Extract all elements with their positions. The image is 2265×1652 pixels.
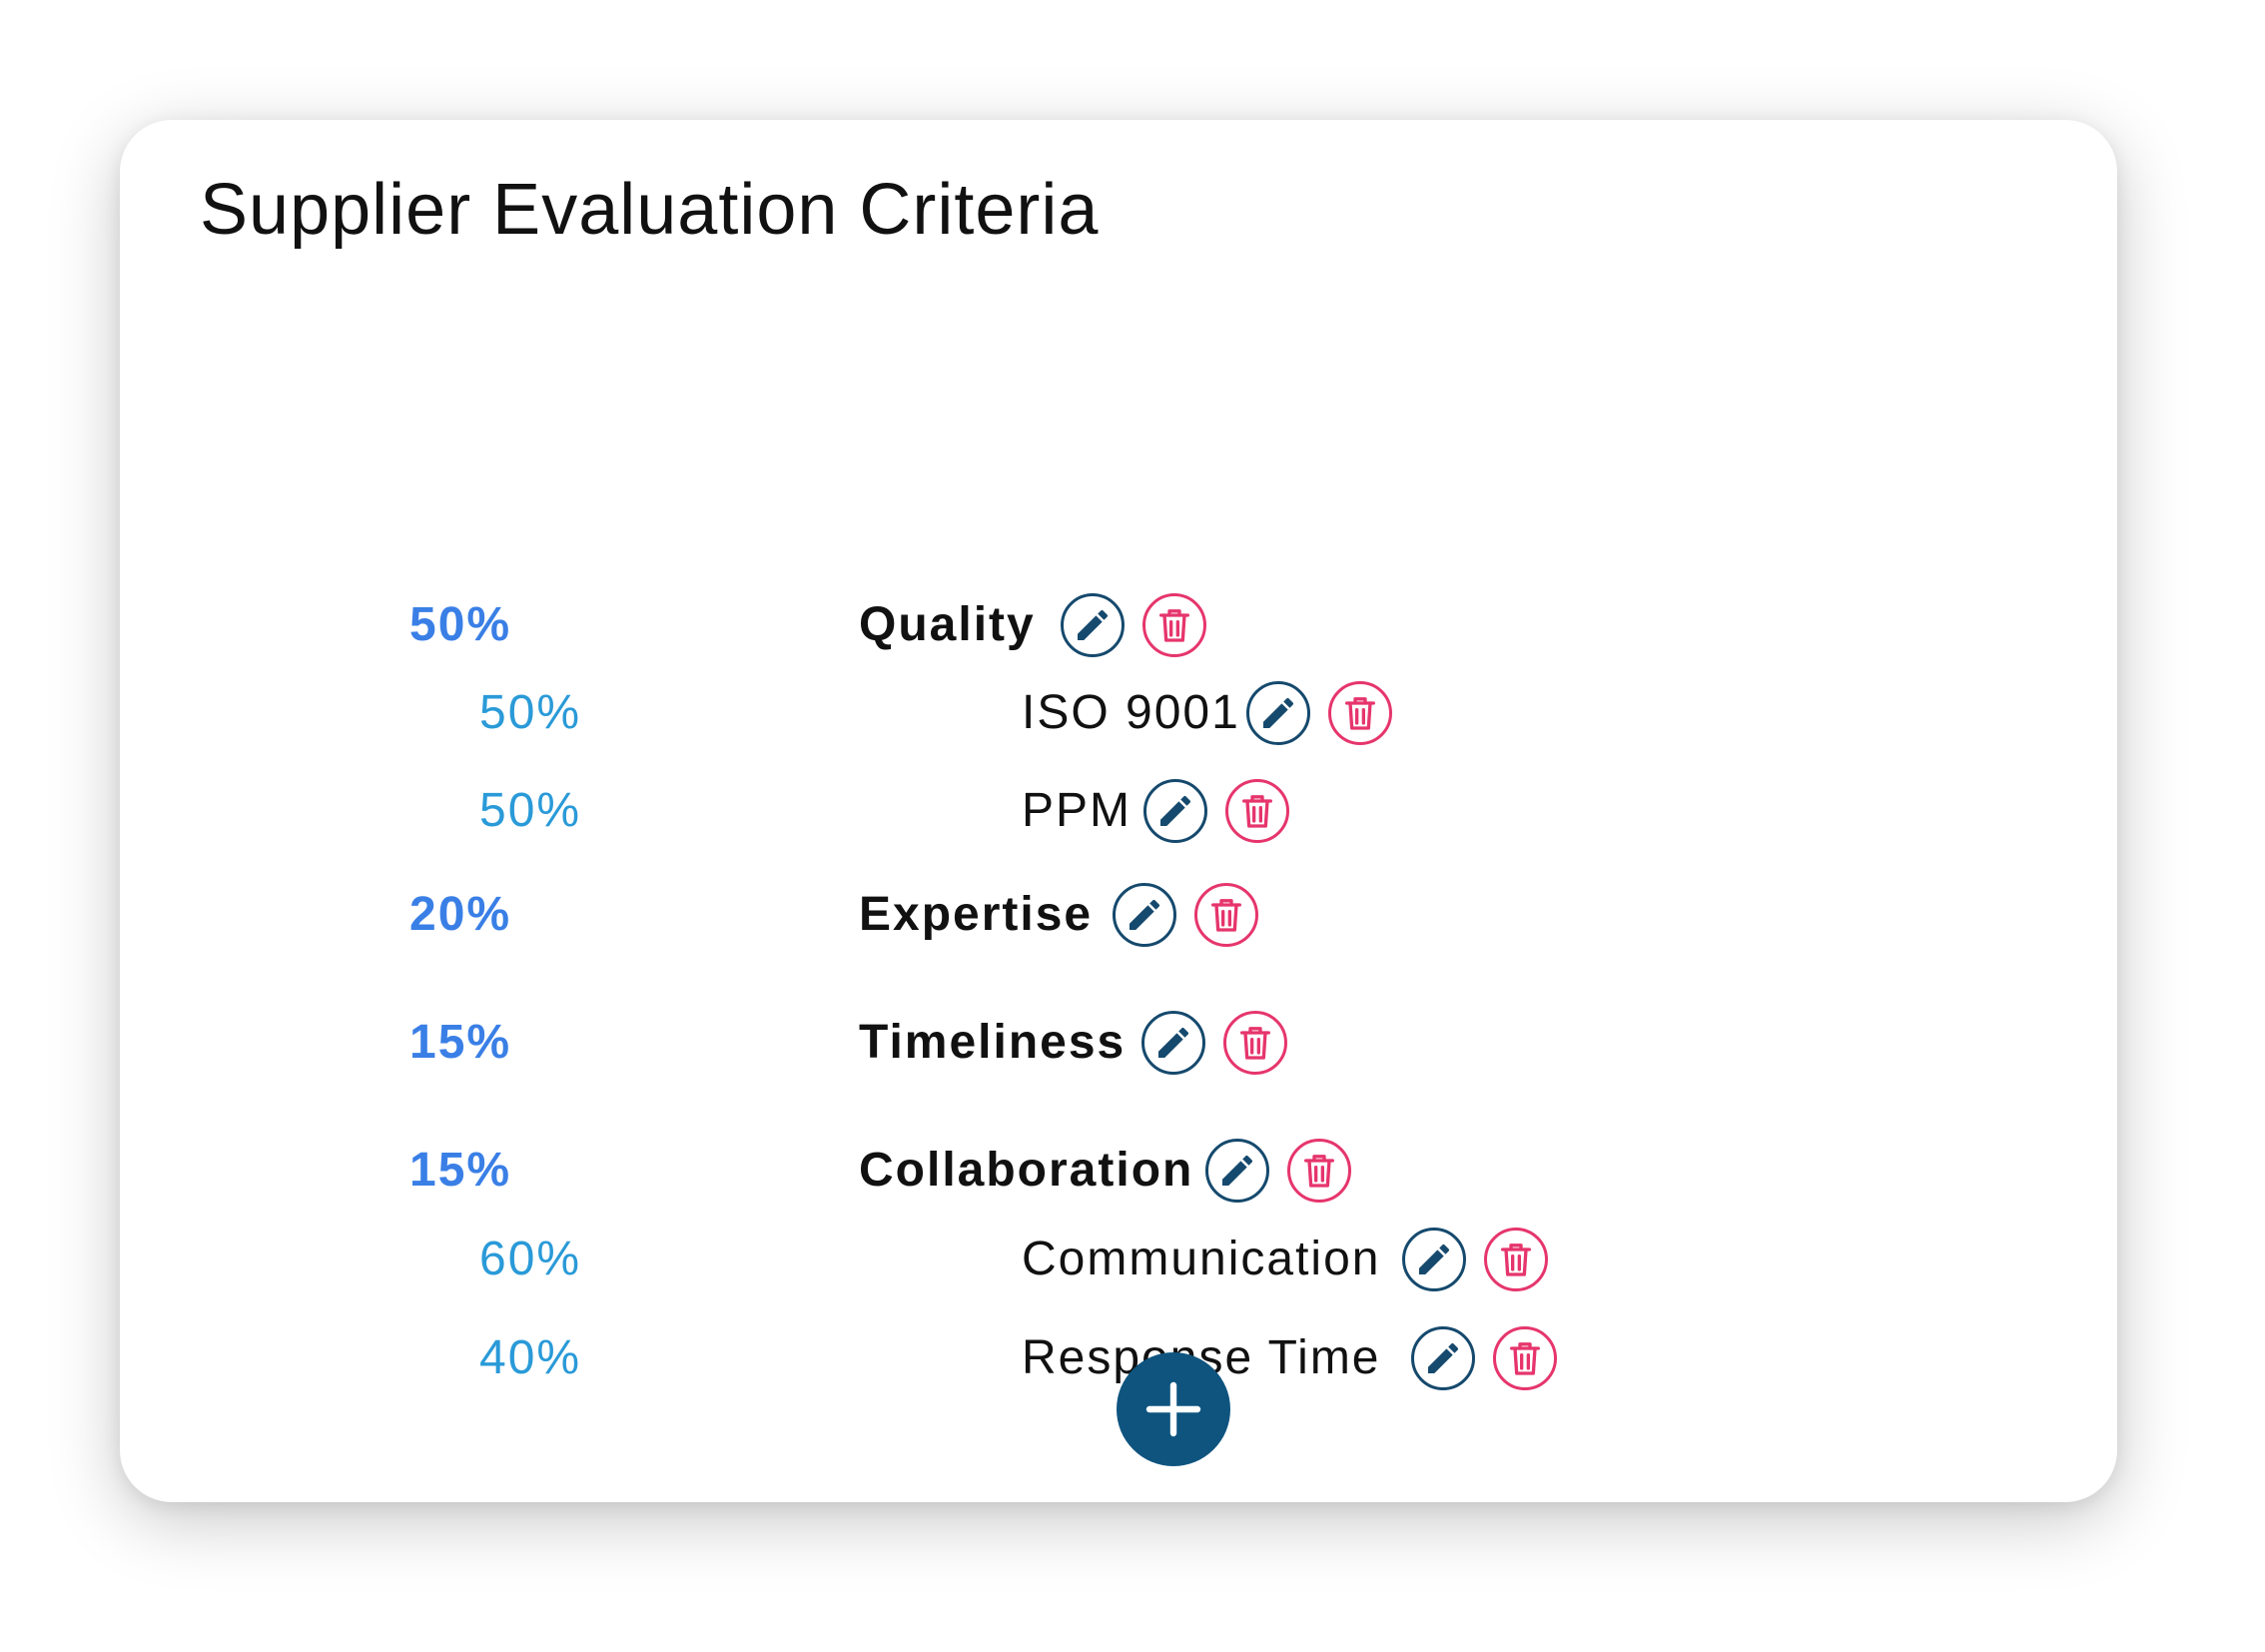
criteria-name-group: Response Time <box>1022 1318 1557 1398</box>
pencil-icon <box>1160 795 1191 826</box>
criteria-name-group: ISO 9001 <box>1022 673 1392 753</box>
add-criterion-button[interactable] <box>1117 1352 1230 1466</box>
trash-icon <box>1509 1342 1540 1375</box>
edit-button[interactable] <box>1245 681 1310 745</box>
criteria-weight: 15% <box>409 1144 512 1197</box>
criteria-weight: 20% <box>409 888 512 941</box>
criteria-label: Quality <box>859 598 1036 651</box>
criteria-label: Communication <box>1022 1233 1381 1285</box>
criteria-label: Collaboration <box>859 1144 1194 1197</box>
delete-button[interactable] <box>1223 1011 1288 1075</box>
criteria-name-group: Collaboration <box>859 1131 1352 1211</box>
plus-icon <box>1145 1381 1201 1437</box>
edit-button[interactable] <box>1205 1139 1270 1203</box>
delete-button[interactable] <box>1194 883 1259 947</box>
criteria-weight: 60% <box>479 1233 582 1285</box>
trash-icon <box>1158 609 1189 642</box>
trash-icon <box>1501 1243 1532 1276</box>
page-title: Supplier Evaluation Criteria <box>200 170 1100 250</box>
delete-button[interactable] <box>1225 779 1290 843</box>
delete-button[interactable] <box>1287 1139 1352 1203</box>
criteria-card: Supplier Evaluation Criteria 50% Quality… <box>120 120 2117 1502</box>
edit-button[interactable] <box>1402 1228 1467 1291</box>
pencil-icon <box>1158 1027 1189 1058</box>
pencil-icon <box>1419 1243 1450 1274</box>
criteria-name-group: Quality <box>859 585 1206 665</box>
edit-button[interactable] <box>1113 883 1177 947</box>
criteria-name-group: PPM <box>1022 771 1290 851</box>
pencil-icon <box>1262 697 1293 728</box>
criteria-name-group: Communication <box>1022 1220 1549 1299</box>
trash-icon <box>1240 1027 1271 1060</box>
edit-button[interactable] <box>1410 1326 1475 1390</box>
pencil-icon <box>1427 1342 1458 1373</box>
trash-icon <box>1344 697 1375 730</box>
trash-icon <box>1242 795 1273 828</box>
criteria-weight: 15% <box>409 1016 512 1069</box>
criteria-label: PPM <box>1022 784 1132 837</box>
pencil-icon <box>1222 1155 1253 1186</box>
edit-button[interactable] <box>1060 593 1125 657</box>
delete-button[interactable] <box>1492 1326 1557 1390</box>
delete-button[interactable] <box>1484 1228 1549 1291</box>
criteria-label: Expertise <box>859 888 1094 941</box>
criteria-label: ISO 9001 <box>1022 686 1240 739</box>
criteria-label: Timeliness <box>859 1016 1127 1069</box>
pencil-icon <box>1077 609 1108 640</box>
criteria-weight: 50% <box>409 598 512 651</box>
trash-icon <box>1211 899 1242 932</box>
criteria-name-group: Timeliness <box>859 1003 1288 1083</box>
criteria-weight: 50% <box>479 686 582 739</box>
edit-button[interactable] <box>1143 779 1208 843</box>
delete-button[interactable] <box>1141 593 1206 657</box>
delete-button[interactable] <box>1327 681 1392 745</box>
pencil-icon <box>1130 899 1160 930</box>
edit-button[interactable] <box>1141 1011 1206 1075</box>
criteria-name-group: Expertise <box>859 875 1259 955</box>
criteria-weight: 50% <box>479 784 582 837</box>
criteria-weight: 40% <box>479 1331 582 1384</box>
trash-icon <box>1304 1155 1335 1188</box>
